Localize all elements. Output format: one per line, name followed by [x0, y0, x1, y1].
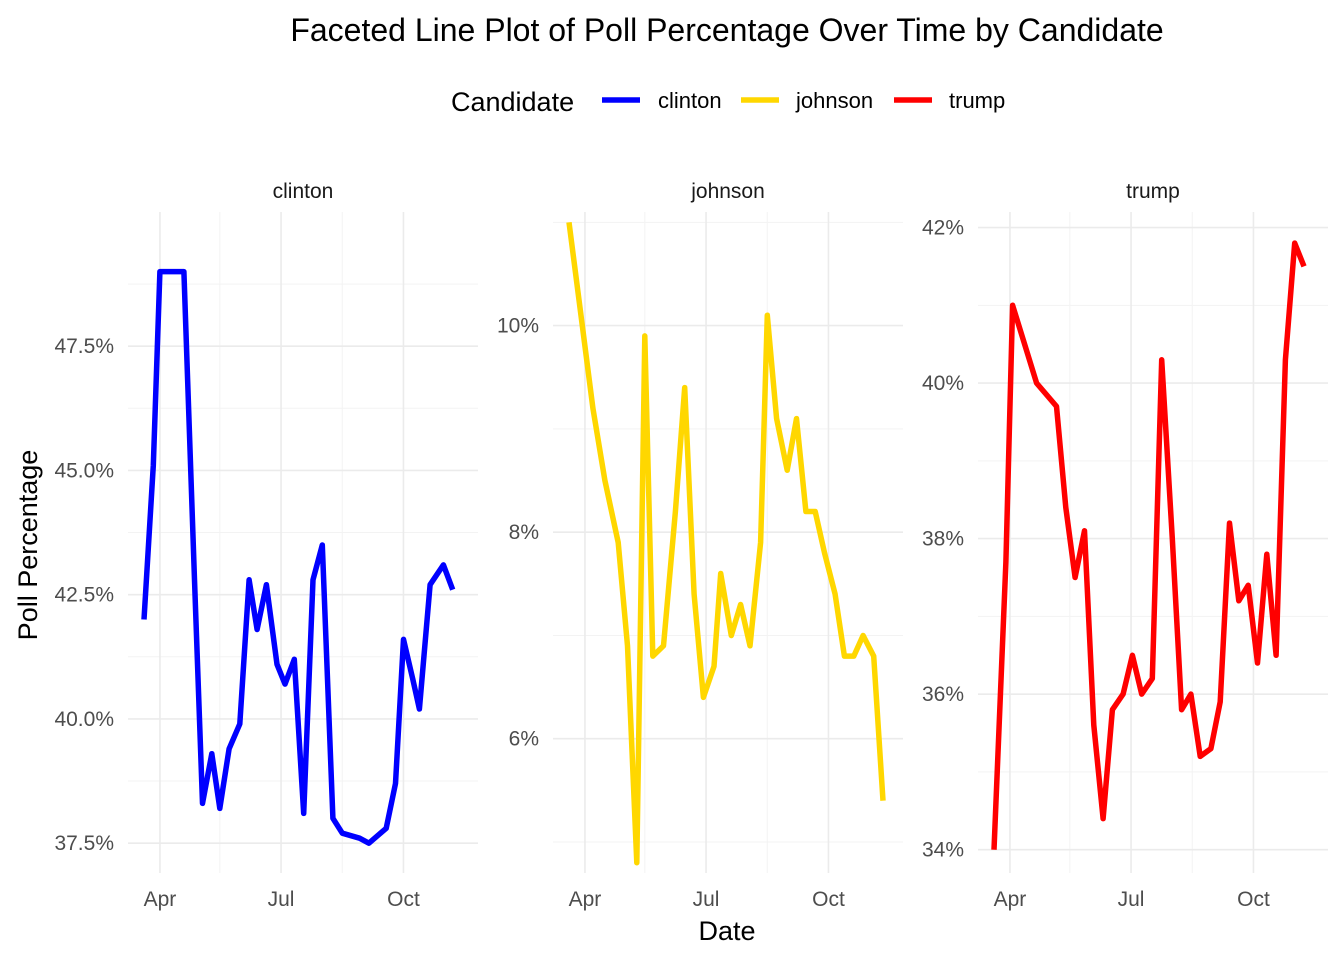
x-tick-label: Apr — [144, 888, 177, 911]
legend: Candidate clinton johnson trump — [451, 87, 1005, 117]
facet-strip-clinton: clinton — [273, 180, 334, 203]
legend-label-trump: trump — [949, 88, 1005, 113]
chart-title: Faceted Line Plot of Poll Percentage Ove… — [290, 12, 1163, 48]
y-tick-label: 38% — [922, 528, 964, 551]
y-tick-label: 42.5% — [54, 584, 114, 607]
x-tick-label: Oct — [1237, 888, 1270, 911]
legend-label-johnson: johnson — [795, 88, 873, 113]
x-tick-label: Apr — [569, 888, 602, 911]
legend-items: clinton johnson trump — [602, 88, 1005, 113]
series-line-clinton — [141, 268, 456, 846]
y-axis-title: Poll Percentage — [13, 450, 43, 641]
y-tick-label: 42% — [922, 217, 964, 240]
legend-title: Candidate — [451, 87, 574, 117]
facet-johnson: johnson 6% 8% 10% Apr Jul Oct — [497, 180, 903, 911]
x-tick-label: Jul — [268, 888, 295, 911]
x-tick-label: Apr — [994, 888, 1027, 911]
legend-label-clinton: clinton — [658, 88, 722, 113]
facet-panels: clinton 37.5% 40.0% 42.5% 45.0% 47.5% Apr Jul Oc… — [54, 180, 1328, 911]
y-tick-label: 8% — [509, 521, 539, 544]
y-tick-label: 34% — [922, 839, 964, 862]
y-tick-label: 45.0% — [54, 459, 114, 482]
x-axis-title: Date — [698, 916, 755, 946]
y-tick-label: 6% — [509, 728, 539, 751]
x-tick-label: Jul — [1118, 888, 1145, 911]
y-tick-label: 37.5% — [54, 832, 114, 855]
y-tick-label: 10% — [497, 315, 539, 338]
y-tick-label: 40% — [922, 372, 964, 395]
y-tick-label: 36% — [922, 683, 964, 706]
x-tick-label: Oct — [387, 888, 420, 911]
facet-clinton: clinton 37.5% 40.0% 42.5% 45.0% 47.5% Apr Jul Oc… — [54, 180, 478, 911]
facet-trump: trump 34% 36% 38% 40% 42% Apr Jul Oct — [922, 180, 1328, 911]
facet-strip-trump: trump — [1126, 180, 1180, 203]
x-tick-label: Jul — [693, 888, 720, 911]
y-tick-label: 40.0% — [54, 708, 114, 731]
x-tick-label: Oct — [812, 888, 845, 911]
series-line-trump — [991, 240, 1307, 850]
series-line-johnson — [566, 221, 886, 866]
y-tick-label: 47.5% — [54, 335, 114, 358]
facet-strip-johnson: johnson — [690, 180, 765, 203]
